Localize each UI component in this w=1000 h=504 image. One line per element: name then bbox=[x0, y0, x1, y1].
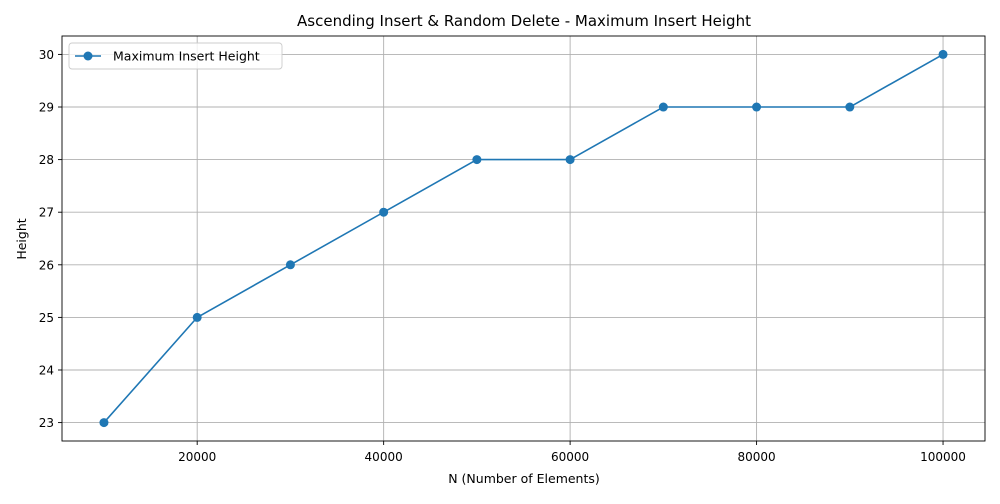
data-point bbox=[752, 102, 762, 112]
data-point bbox=[99, 418, 109, 428]
x-tick-label: 80000 bbox=[737, 450, 775, 464]
data-point bbox=[285, 260, 295, 270]
gridlines bbox=[62, 36, 985, 441]
data-point bbox=[192, 312, 202, 322]
x-tick-label: 60000 bbox=[551, 450, 589, 464]
legend: Maximum Insert Height bbox=[68, 42, 283, 70]
series-line bbox=[103, 53, 944, 424]
data-point bbox=[845, 102, 855, 112]
data-point bbox=[565, 155, 575, 165]
x-axis-label: N (Number of Elements) bbox=[448, 471, 600, 486]
x-tick-label: 20000 bbox=[178, 450, 216, 464]
plot-frame bbox=[61, 35, 986, 442]
data-point bbox=[658, 102, 668, 112]
y-tick-label: 24 bbox=[39, 363, 54, 377]
axes: 20000 40000 60000 80000 100000 23 24 25 26 27 28 29… bbox=[39, 35, 986, 464]
y-axis-label: Height bbox=[14, 218, 29, 259]
y-tick-label: 23 bbox=[39, 416, 54, 430]
y-tick-label: 29 bbox=[39, 101, 54, 115]
legend-marker bbox=[83, 51, 93, 61]
y-tick-label: 25 bbox=[39, 311, 54, 325]
y-tick-label: 30 bbox=[39, 48, 54, 62]
x-tick-label: 100000 bbox=[920, 450, 966, 464]
series-group bbox=[99, 49, 948, 428]
legend-box bbox=[68, 42, 283, 70]
data-point bbox=[472, 155, 482, 165]
x-tick-label: 40000 bbox=[365, 450, 403, 464]
legend-label: Maximum Insert Height bbox=[113, 49, 260, 64]
y-tick-label: 28 bbox=[39, 153, 54, 167]
chart-title: Ascending Insert & Random Delete - Maxim… bbox=[297, 12, 751, 30]
y-tick-label: 26 bbox=[39, 258, 54, 272]
y-tick-label: 27 bbox=[39, 206, 54, 220]
data-point bbox=[938, 49, 948, 59]
data-point bbox=[379, 207, 389, 217]
